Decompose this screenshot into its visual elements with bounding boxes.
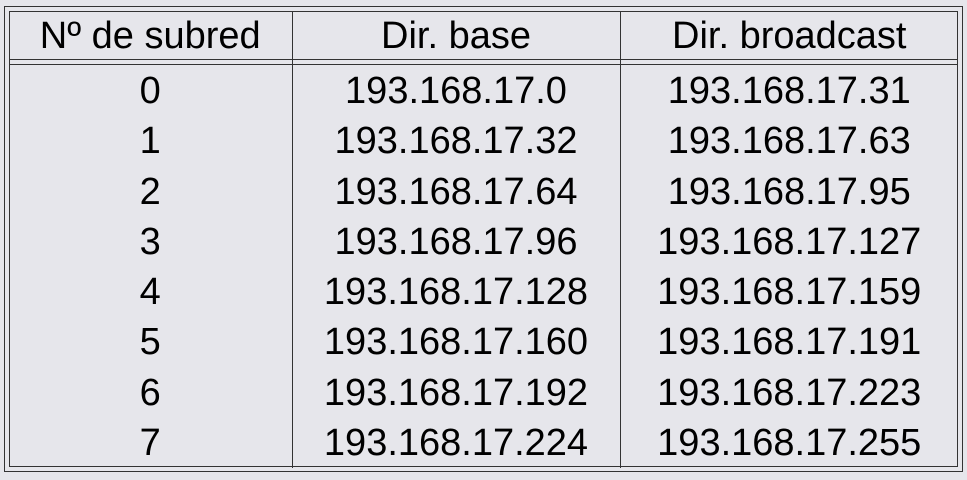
cell-broadcast-address: 193.168.17.255	[657, 422, 922, 465]
table-row: 4 193.168.17.128 193.168.17.159	[9, 267, 958, 318]
cell-broadcast-address: 193.168.17.127	[657, 220, 922, 263]
table-row: 1 193.168.17.32 193.168.17.63	[9, 116, 958, 167]
table-row: 5 193.168.17.160 193.168.17.191	[9, 317, 958, 368]
header-spacer	[9, 60, 958, 66]
cell-base-address: 193.168.17.224	[291, 418, 621, 469]
cell-subnet-number: 7	[139, 422, 161, 465]
header-subnet-number: Nº de subred	[39, 14, 261, 57]
cell-broadcast-address: 193.168.17.31	[667, 70, 911, 112]
cell-broadcast-address: 193.168.17.159	[657, 271, 922, 314]
cell-subnet-number: 3	[139, 220, 161, 263]
cell-base-address: 193.168.17.32	[291, 116, 621, 167]
cell-base-address: 193.168.17.128	[291, 267, 621, 318]
table-row: 6 193.168.17.192 193.168.17.223	[9, 367, 958, 419]
cell-broadcast-address: 193.168.17.95	[667, 170, 911, 213]
cell-base-address: 193.168.17.0	[291, 66, 621, 117]
cell-base-address: 193.168.17.64	[291, 166, 621, 217]
cell-subnet-number: 1	[139, 120, 161, 163]
cell-broadcast-address: 193.168.17.223	[657, 371, 922, 414]
table-row: 7 193.168.17.224 193.168.17.255	[9, 418, 958, 469]
cell-base-address: 193.168.17.192	[291, 367, 621, 419]
table-row: 0 193.168.17.0 193.168.17.31	[9, 66, 958, 117]
header-row: Nº de subred Dir. base Dir. broadcast	[9, 11, 958, 60]
cell-subnet-number: 6	[139, 371, 161, 414]
cell-subnet-number: 4	[139, 271, 161, 314]
table-row: 2 193.168.17.64 193.168.17.95	[9, 166, 958, 217]
cell-subnet-number: 2	[139, 170, 161, 213]
table-row: 3 193.168.17.96 193.168.17.127	[9, 216, 958, 268]
cell-base-address: 193.168.17.96	[291, 216, 621, 268]
cell-subnet-number: 5	[139, 321, 161, 364]
header-base-address: Dir. base	[291, 11, 621, 60]
cell-broadcast-address: 193.168.17.63	[667, 120, 911, 163]
cell-broadcast-address: 193.168.17.191	[657, 321, 922, 364]
header-broadcast-address: Dir. broadcast	[672, 14, 907, 57]
cell-base-address: 193.168.17.160	[291, 317, 621, 368]
cell-subnet-number: 0	[139, 70, 161, 112]
